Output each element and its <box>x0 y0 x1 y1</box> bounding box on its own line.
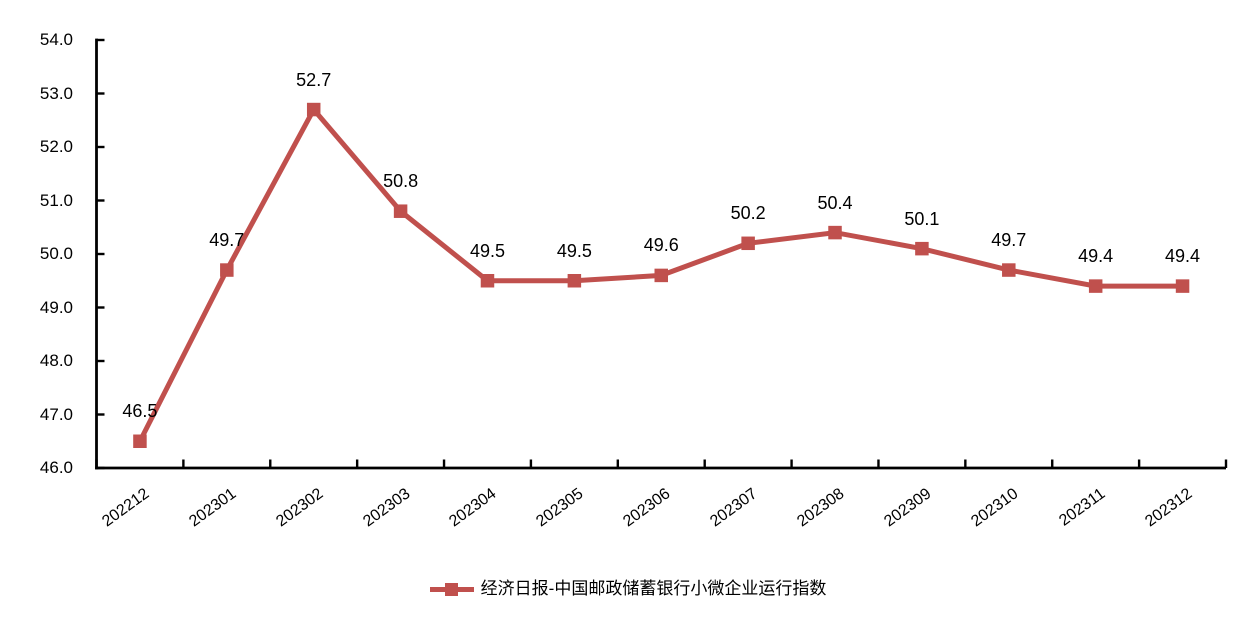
data-point-marker <box>1175 279 1190 293</box>
data-point-marker <box>741 236 755 251</box>
data-point-marker <box>828 225 842 240</box>
data-point-marker <box>133 434 147 448</box>
data-point-marker <box>567 274 582 288</box>
data-point-marker <box>306 102 321 117</box>
data-point-marker <box>220 263 234 277</box>
data-point-marker <box>393 204 408 218</box>
data-point-marker <box>654 268 668 283</box>
legend: 经济日报-中国邮政储蓄银行小微企业运行指数 <box>0 577 1256 601</box>
legend-square-icon <box>445 582 459 596</box>
data-point-marker <box>915 241 929 256</box>
data-point-marker <box>1002 263 1016 277</box>
data-point-marker <box>480 274 495 288</box>
legend-line-marker-icon <box>429 582 474 596</box>
data-point-marker <box>1088 279 1103 293</box>
legend-label: 经济日报-中国邮政储蓄银行小微企业运行指数 <box>480 579 827 598</box>
